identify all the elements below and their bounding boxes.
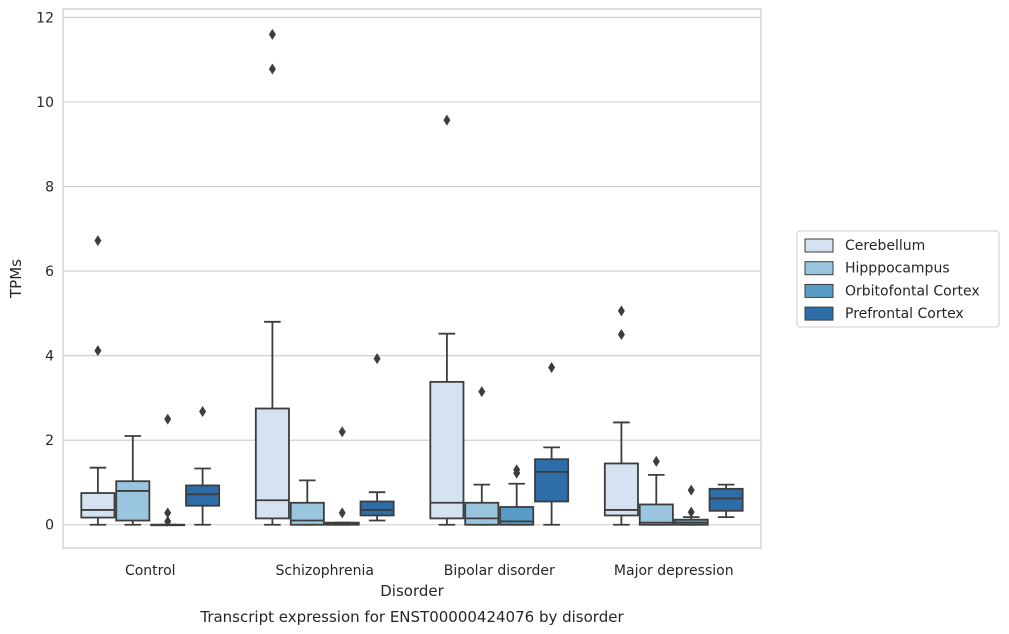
box-prefrontal-cortex (534, 361, 570, 526)
legend: Cerebellum Hipppocampus Orbitofontal Corte… (796, 230, 1000, 328)
y-tick-labels: 0 2 4 6 8 10 12 (36, 10, 54, 533)
x-tick-labels: Control Schizophrenia Bipolar disorder Majo… (125, 563, 734, 579)
box-iqr (429, 380, 465, 520)
box-orbitofontal-cortex (150, 413, 186, 527)
outlier-point (164, 507, 172, 519)
x-tick-label: Major depression (614, 563, 734, 579)
box-iqr (80, 492, 116, 519)
box-orbitofontal-cortex (324, 426, 360, 526)
y-tick-label: 4 (45, 349, 54, 365)
outlier-point (338, 507, 346, 519)
legend-label: Cerebellum (845, 238, 925, 254)
box-hipppocampus (464, 386, 500, 526)
box-prefrontal-cortex (359, 353, 395, 522)
y-tick-label: 0 (45, 518, 54, 534)
x-tick-label: Schizophrenia (276, 563, 374, 579)
legend-frame (796, 230, 1000, 328)
box-iqr (289, 501, 325, 526)
box-cerebellum (429, 114, 465, 526)
box-iqr (464, 501, 500, 526)
legend-swatch (804, 306, 834, 321)
legend-label: Orbitofontal Cortex (845, 283, 980, 299)
outlier-point (94, 345, 102, 357)
outlier-point (164, 413, 172, 425)
outlier-point (268, 28, 276, 40)
y-gridlines (63, 16, 761, 526)
x-tick-label: Control (125, 563, 176, 579)
legend-label: Hipppocampus (845, 261, 950, 277)
box-iqr (638, 503, 674, 526)
legend-swatch (804, 283, 834, 298)
outlier-point (338, 426, 346, 438)
outlier-point (478, 386, 486, 398)
y-tick-label: 10 (36, 95, 54, 111)
x-axis-label: Disorder (380, 582, 444, 600)
box-cerebellum (603, 305, 639, 526)
chart-title: Transcript expression for ENST0000042407… (199, 608, 624, 626)
legend-swatch (804, 238, 834, 253)
box-iqr (115, 480, 151, 522)
outlier-point (617, 329, 625, 341)
box-iqr (534, 458, 570, 503)
outlier-point (268, 63, 276, 75)
outlier-point (199, 405, 207, 417)
box-marks (80, 28, 744, 527)
outlier-point (443, 114, 451, 126)
box-cerebellum (254, 28, 290, 526)
box-hipppocampus (115, 435, 151, 526)
outlier-point (652, 455, 660, 467)
box-hipppocampus (289, 479, 325, 526)
y-tick-label: 8 (45, 180, 54, 196)
box-iqr (499, 506, 535, 526)
y-tick-label: 6 (45, 264, 54, 280)
outlier-point (687, 484, 695, 496)
legend-swatch (804, 261, 834, 276)
box-cerebellum (80, 235, 116, 526)
x-tick-label: Bipolar disorder (444, 563, 555, 579)
outlier-point (513, 464, 521, 476)
box-prefrontal-cortex (185, 405, 221, 526)
box-iqr (185, 484, 221, 507)
outlier-point (617, 305, 625, 317)
plot-area-frame (62, 8, 762, 549)
outlier-point (373, 353, 381, 365)
box-orbitofontal-cortex (499, 464, 535, 526)
box-orbitofontal-cortex (673, 484, 709, 526)
outlier-point (548, 361, 556, 373)
y-tick-label: 12 (36, 10, 54, 26)
box-iqr (708, 487, 744, 512)
outlier-point (687, 506, 695, 518)
legend-label: Prefrontal Cortex (845, 306, 964, 322)
outlier-point (164, 515, 172, 527)
box-hipppocampus (638, 455, 674, 526)
box-iqr (359, 500, 395, 517)
box-iqr (254, 407, 290, 520)
box-prefrontal-cortex (708, 483, 744, 519)
y-tick-label: 2 (45, 433, 54, 449)
outlier-point (94, 235, 102, 247)
box-iqr (603, 462, 639, 517)
y-axis-label: TPMs (7, 259, 25, 299)
